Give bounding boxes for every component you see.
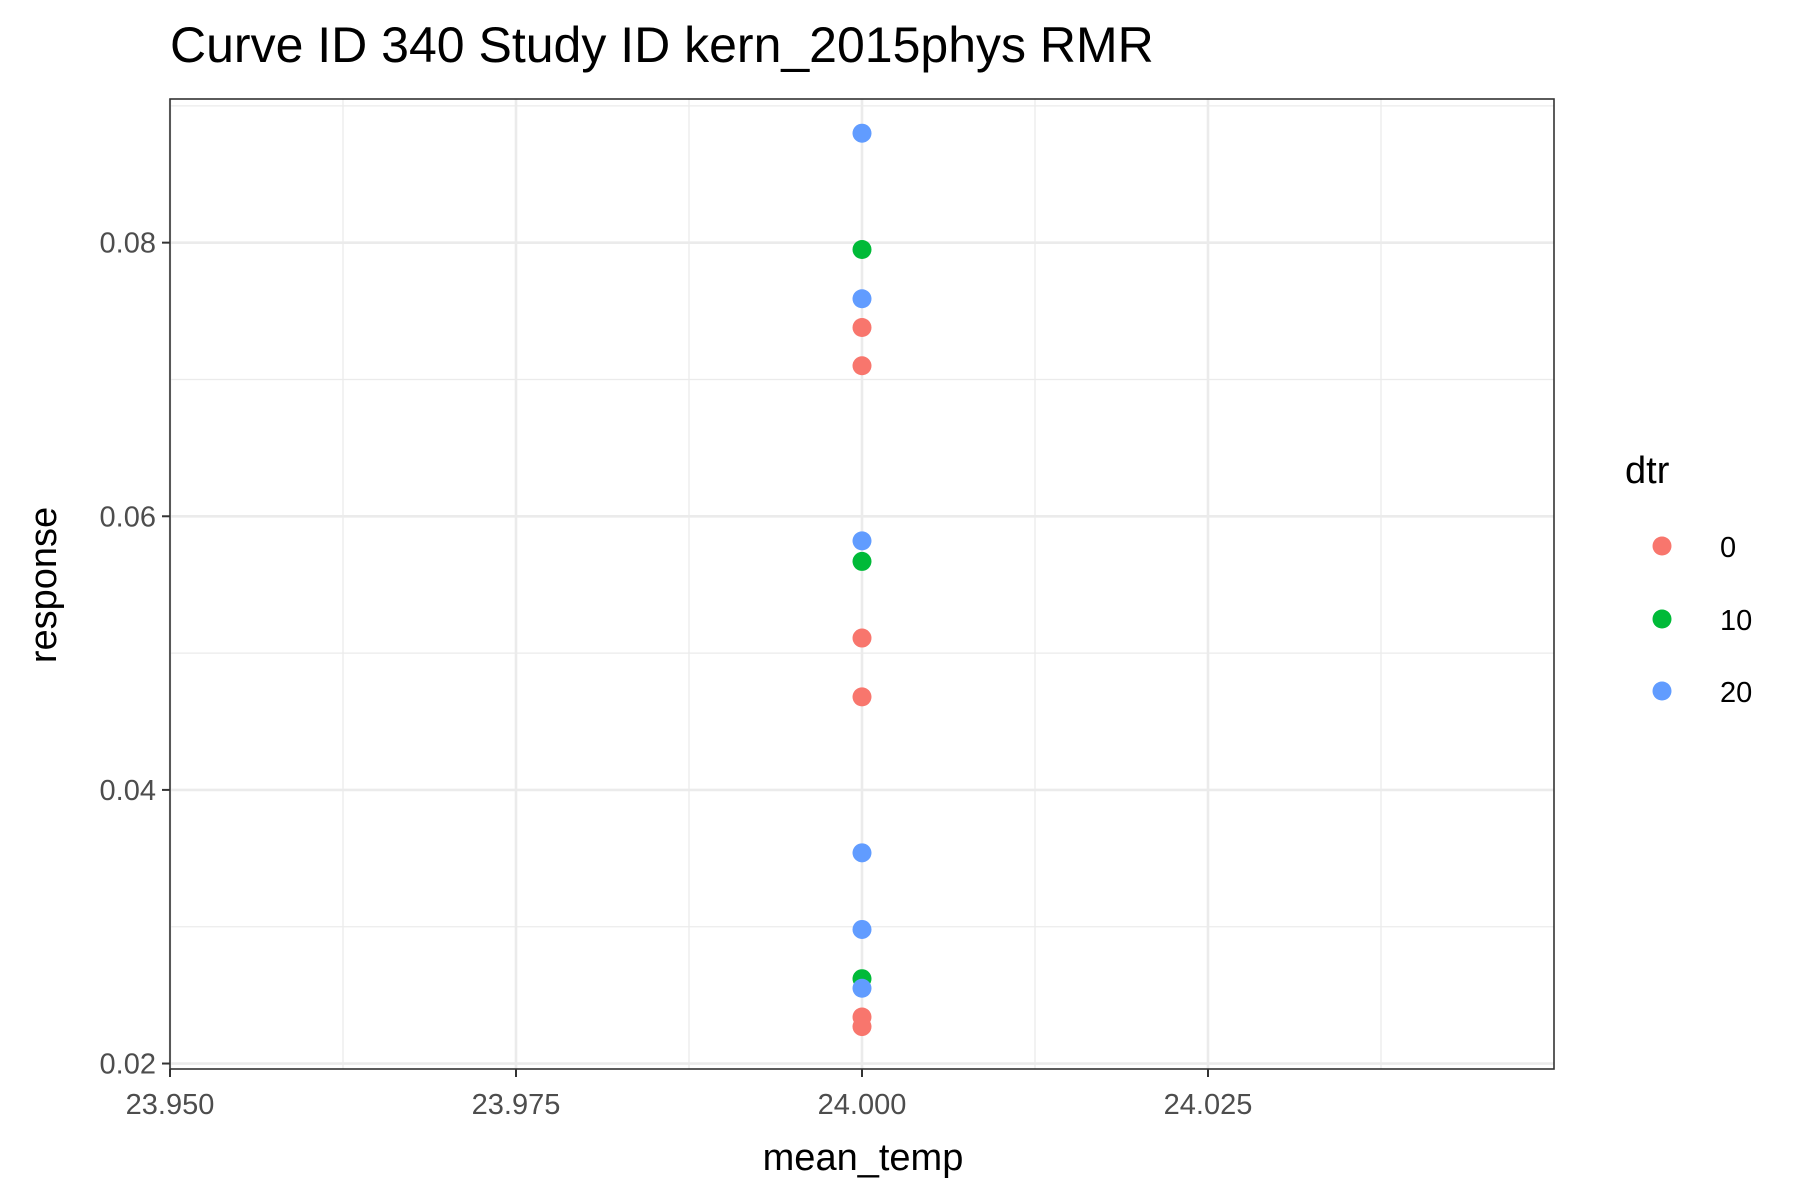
data-point-dtr-10 (852, 239, 872, 259)
data-point-dtr-20 (852, 531, 872, 551)
legend: dtr 0 10 20 (1625, 450, 1752, 709)
y-axis: 0.02 0.04 0.06 0.08 (100, 228, 170, 1081)
y-tick-label: 0.08 (100, 228, 156, 260)
chart-title: Curve ID 340 Study ID kern_2015phys RMR (170, 17, 1154, 73)
x-tick-label: 23.950 (126, 1089, 215, 1121)
data-point-dtr-0 (852, 687, 872, 707)
legend-key (1652, 609, 1672, 629)
data-point-dtr-20 (852, 123, 872, 143)
x-axis: 23.950 23.975 24.000 24.025 (126, 1069, 1253, 1121)
legend-label: 10 (1720, 605, 1752, 637)
legend-title: dtr (1625, 450, 1670, 492)
data-point-dtr-0 (852, 628, 872, 648)
y-axis-title: response (23, 507, 65, 663)
data-point-dtr-0 (852, 317, 872, 337)
x-axis-title: mean_temp (763, 1137, 964, 1179)
data-point-dtr-0 (852, 356, 872, 376)
data-point-dtr-20 (852, 919, 872, 939)
data-point-dtr-0 (852, 1017, 872, 1037)
data-point-dtr-10 (852, 551, 872, 571)
legend-item-0: 0 (1652, 532, 1736, 564)
plot-panel (168, 98, 1555, 1070)
legend-key (1652, 536, 1672, 556)
x-tick-label: 24.025 (1164, 1089, 1253, 1121)
legend-key (1652, 681, 1672, 701)
y-tick-label: 0.06 (100, 501, 156, 533)
data-point-dtr-20 (852, 289, 872, 309)
y-tick-label: 0.02 (100, 1049, 156, 1081)
data-points (852, 123, 872, 1037)
legend-item-10: 10 (1652, 605, 1752, 637)
data-point-dtr-20 (852, 843, 872, 863)
x-tick-label: 23.975 (472, 1089, 561, 1121)
legend-label: 20 (1720, 677, 1752, 709)
legend-item-20: 20 (1652, 677, 1752, 709)
legend-label: 0 (1720, 532, 1736, 564)
x-tick-label: 24.000 (818, 1089, 907, 1121)
data-point-dtr-20 (852, 978, 872, 998)
y-tick-label: 0.04 (100, 775, 156, 807)
